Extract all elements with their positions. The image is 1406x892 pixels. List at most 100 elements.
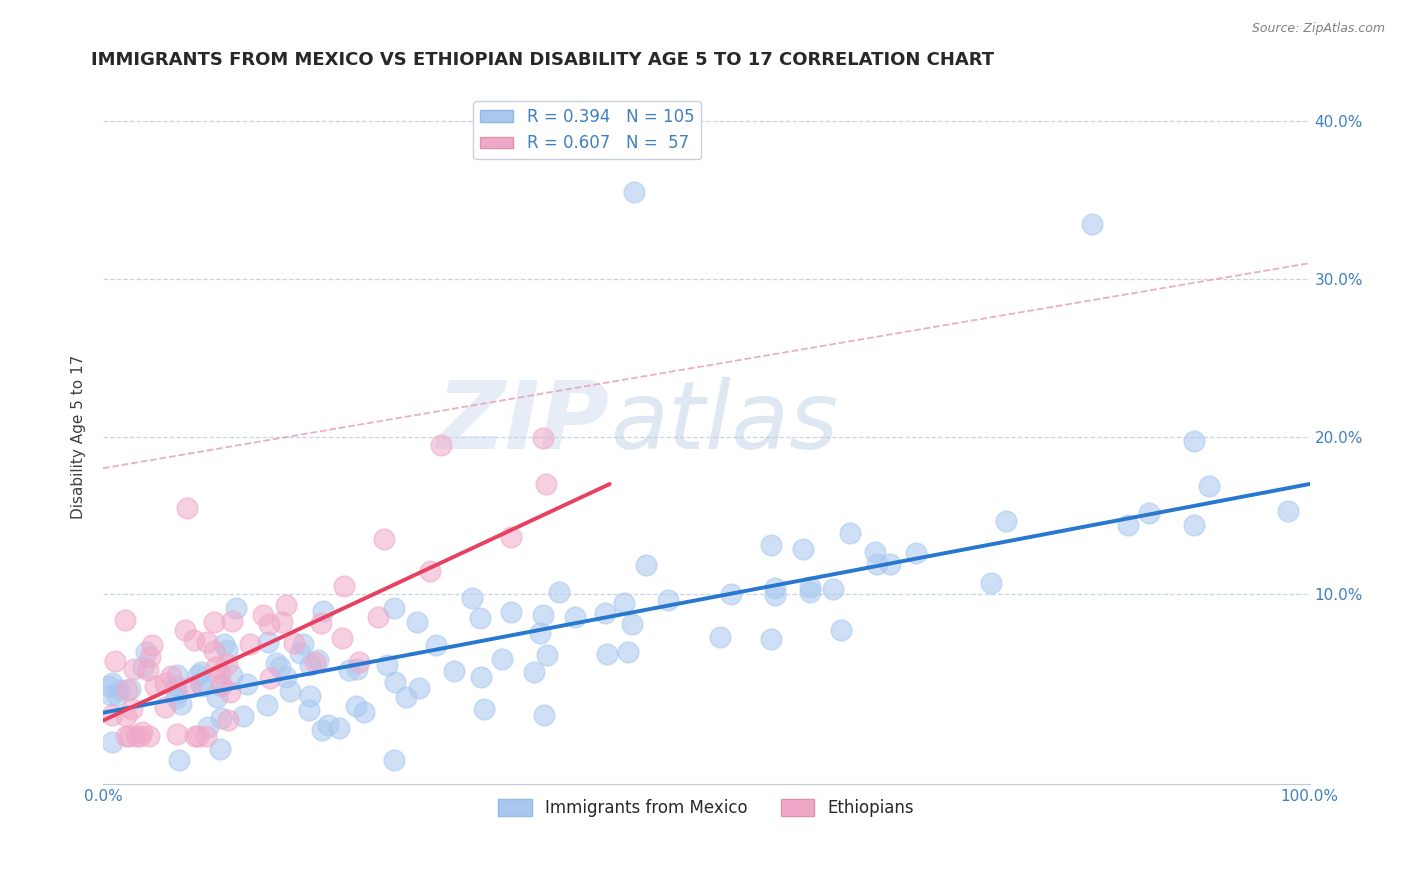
Point: [138, 650, 160, 665]
Point: [115, 683, 138, 698]
Point: [429, 437, 451, 451]
Point: [221, 667, 243, 681]
Point: [995, 514, 1018, 528]
Point: [205, 690, 228, 705]
Point: [470, 611, 492, 625]
Point: [765, 588, 787, 602]
Point: [1081, 217, 1104, 231]
Point: [257, 635, 280, 649]
Point: [291, 637, 314, 651]
Point: [382, 753, 405, 767]
Point: [166, 686, 188, 700]
Point: [298, 703, 321, 717]
Point: [115, 708, 138, 723]
Point: [799, 584, 821, 599]
Point: [536, 648, 558, 662]
Point: [236, 677, 259, 691]
Point: [395, 690, 418, 704]
Point: [534, 477, 557, 491]
Point: [165, 679, 187, 693]
Point: [159, 669, 181, 683]
Point: [765, 581, 787, 595]
Text: atlas: atlas: [610, 377, 838, 468]
Point: [564, 610, 586, 624]
Point: [548, 585, 571, 599]
Point: [98, 679, 121, 693]
Point: [256, 698, 278, 712]
Point: [531, 607, 554, 622]
Point: [209, 677, 232, 691]
Point: [100, 688, 122, 702]
Point: [125, 730, 148, 744]
Point: [1182, 434, 1205, 448]
Point: [328, 721, 350, 735]
Point: [384, 600, 406, 615]
Point: [298, 658, 321, 673]
Point: [131, 660, 153, 674]
Point: [830, 623, 852, 637]
Point: [118, 730, 141, 744]
Point: [408, 681, 430, 695]
Point: [128, 730, 150, 744]
Point: [879, 557, 901, 571]
Point: [288, 646, 311, 660]
Point: [283, 635, 305, 649]
Point: [114, 730, 136, 744]
Point: [761, 632, 783, 647]
Point: [209, 679, 232, 693]
Point: [529, 626, 551, 640]
Point: [595, 647, 617, 661]
Point: [332, 579, 354, 593]
Point: [278, 683, 301, 698]
Point: [501, 530, 523, 544]
Point: [821, 582, 844, 596]
Point: [531, 431, 554, 445]
Point: [195, 730, 218, 744]
Point: [215, 643, 238, 657]
Point: [865, 557, 887, 571]
Point: [533, 707, 555, 722]
Point: [179, 680, 201, 694]
Point: [202, 644, 225, 658]
Point: [1116, 518, 1139, 533]
Point: [1198, 479, 1220, 493]
Point: [299, 690, 322, 704]
Point: [838, 526, 860, 541]
Point: [124, 663, 146, 677]
Point: [209, 666, 232, 681]
Point: [375, 657, 398, 672]
Text: ZIP: ZIP: [437, 376, 610, 469]
Point: [425, 638, 447, 652]
Point: [131, 725, 153, 739]
Point: [195, 634, 218, 648]
Point: [259, 617, 281, 632]
Point: [307, 653, 329, 667]
Point: [166, 667, 188, 681]
Point: [443, 665, 465, 679]
Point: [709, 630, 731, 644]
Text: IMMIGRANTS FROM MEXICO VS ETHIOPIAN DISABILITY AGE 5 TO 17 CORRELATION CHART: IMMIGRANTS FROM MEXICO VS ETHIOPIAN DISA…: [91, 51, 994, 69]
Point: [472, 701, 495, 715]
Point: [384, 675, 406, 690]
Point: [761, 538, 783, 552]
Point: [107, 683, 129, 698]
Point: [136, 663, 159, 677]
Point: [239, 637, 262, 651]
Point: [373, 533, 395, 547]
Point: [657, 593, 679, 607]
Point: [1277, 504, 1299, 518]
Point: [100, 676, 122, 690]
Point: [792, 541, 814, 556]
Point: [170, 697, 193, 711]
Point: [346, 662, 368, 676]
Point: [101, 708, 124, 723]
Point: [304, 655, 326, 669]
Point: [165, 691, 187, 706]
Point: [184, 730, 207, 744]
Point: [153, 700, 176, 714]
Text: Source: ZipAtlas.com: Source: ZipAtlas.com: [1251, 22, 1385, 36]
Point: [202, 615, 225, 629]
Point: [523, 665, 546, 679]
Point: [799, 581, 821, 595]
Point: [271, 615, 294, 630]
